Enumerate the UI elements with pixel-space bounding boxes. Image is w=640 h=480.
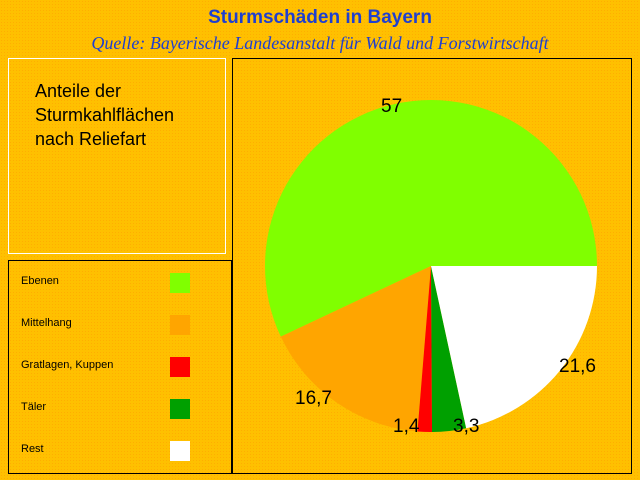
legend: Ebenen Mittelhang Gratlagen, Kuppen Täle…	[8, 260, 232, 474]
slice-taeler	[431, 266, 467, 432]
data-label-gratlagen: 1,4	[393, 416, 420, 437]
data-label-mittelhang: 16,7	[295, 388, 332, 409]
legend-label: Ebenen	[21, 275, 59, 287]
legend-swatch	[170, 399, 190, 419]
legend-label: Täler	[21, 401, 47, 413]
legend-swatch	[170, 441, 190, 461]
chart-title: Sturmschäden in Bayern	[208, 7, 432, 28]
legend-item-gratlagen: Gratlagen, Kuppen	[9, 355, 231, 379]
data-label-rest: 21,6	[559, 356, 596, 377]
description-line-3: nach Reliefart	[35, 129, 147, 149]
data-label-taeler: 3,3	[453, 416, 479, 437]
legend-label: Gratlagen, Kuppen	[21, 359, 114, 371]
legend-item-taeler: Täler	[9, 397, 231, 421]
legend-swatch	[170, 273, 190, 293]
slice-mittelhang	[280, 266, 431, 432]
legend-swatch	[170, 315, 190, 335]
slice-gratlagen	[417, 266, 433, 433]
description-box: Anteile der Sturmkahlflächen nach Relief…	[8, 58, 226, 254]
chart-frame: 57 16,7 1,4 3,3 21,6	[232, 58, 632, 474]
legend-item-ebenen: Ebenen	[9, 271, 231, 295]
description-line-2: Sturmkahlflächen	[35, 105, 175, 125]
legend-swatch	[170, 357, 190, 377]
slice-ebenen	[264, 99, 597, 337]
legend-label: Rest	[21, 443, 44, 455]
description-text: Anteile der Sturmkahlflächen nach Relief…	[35, 79, 215, 151]
chart-subtitle: Quelle: Bayerische Landesanstalt für Wal…	[91, 33, 549, 53]
legend-label: Mittelhang	[21, 317, 72, 329]
legend-item-rest: Rest	[9, 439, 231, 463]
pie-chart: 57 16,7 1,4 3,3 21,6	[264, 96, 597, 437]
description-line-1: Anteile der	[35, 81, 122, 101]
data-label-ebenen: 57	[381, 96, 402, 117]
slice-rest	[431, 266, 597, 429]
legend-item-mittelhang: Mittelhang	[9, 313, 231, 337]
